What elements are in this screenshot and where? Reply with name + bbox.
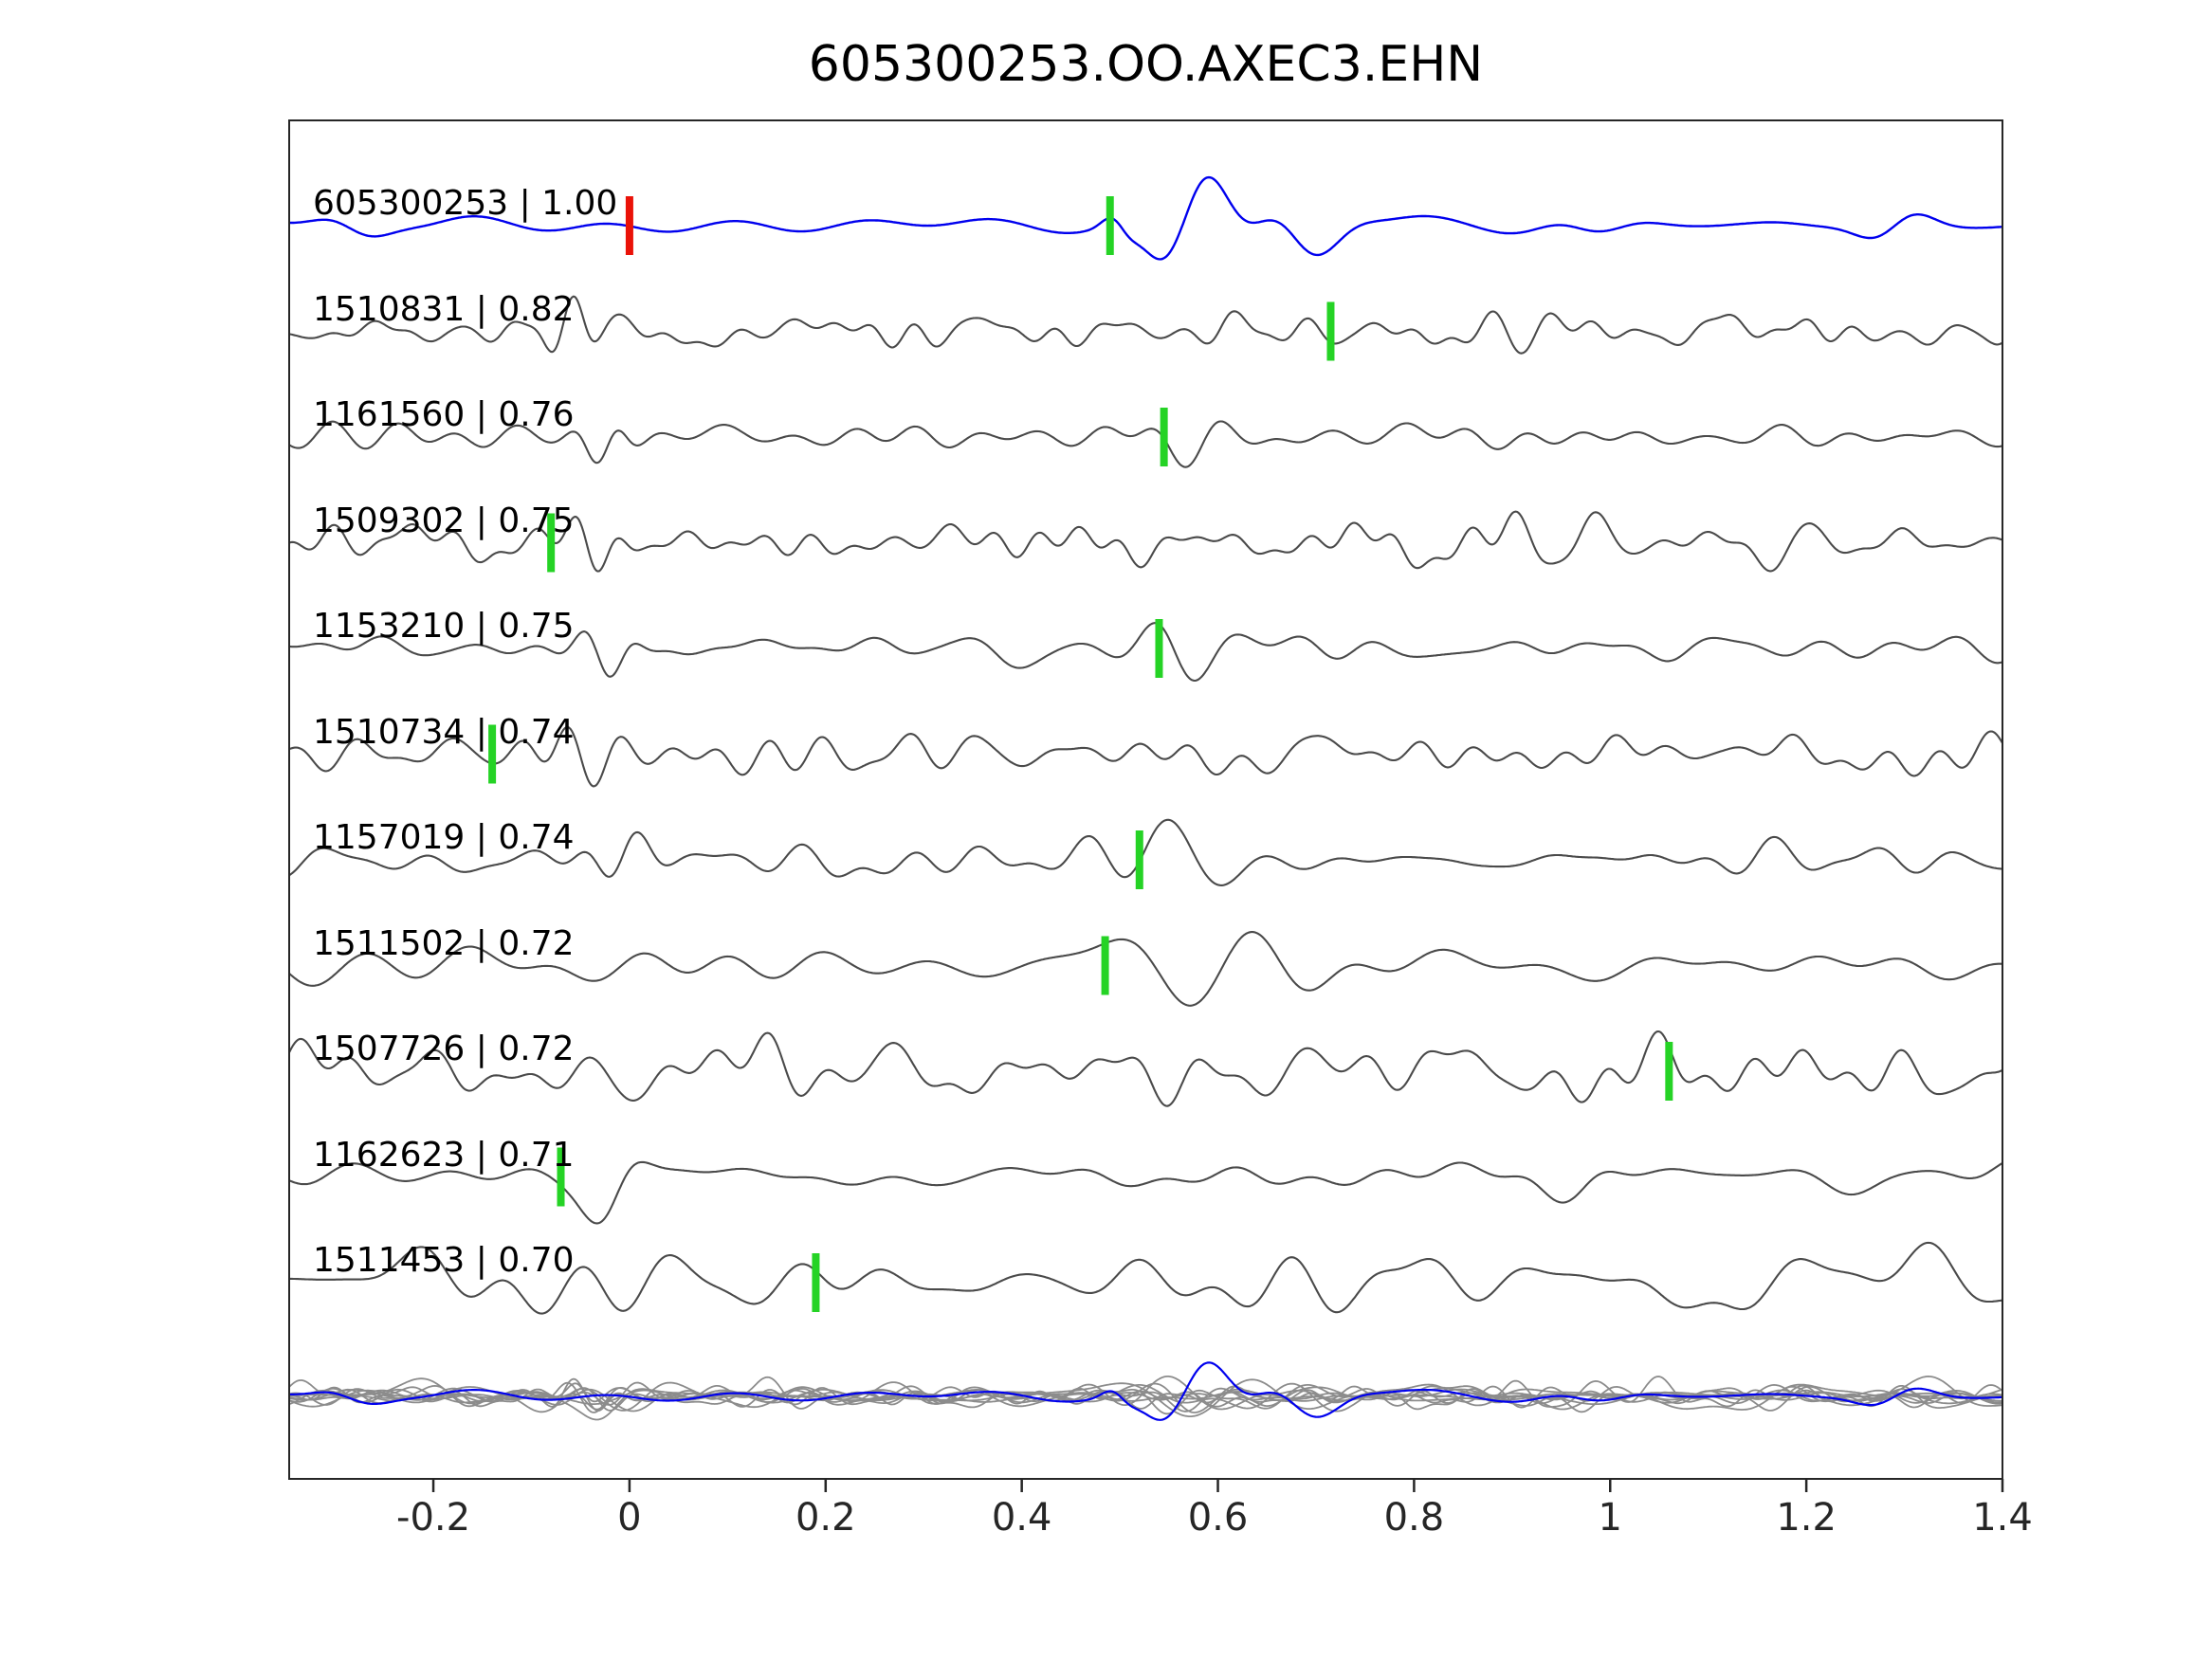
trace-label: 1161560 | 0.76 (313, 395, 575, 434)
x-tick-label: 0.8 (1383, 1496, 1445, 1540)
trace-label: 1162623 | 0.71 (313, 1135, 575, 1175)
x-tick-label: 0.6 (1187, 1496, 1249, 1540)
x-tick-label: 0 (617, 1496, 642, 1540)
trace-label: 1511502 | 0.72 (313, 923, 575, 963)
x-tick-label: 1 (1598, 1496, 1622, 1540)
trace-label: 1510734 | 0.74 (313, 712, 575, 752)
trace-label: 1509302 | 0.75 (313, 501, 575, 540)
x-tick-label: 1.2 (1776, 1496, 1837, 1540)
trace-label: 605300253 | 1.00 (313, 184, 618, 223)
chart-title: 605300253.OO.AXEC3.EHN (808, 36, 1484, 93)
x-tick-label: 0.2 (795, 1496, 856, 1540)
trace-label: 1153210 | 0.75 (313, 607, 575, 646)
x-tick-label: -0.2 (396, 1496, 471, 1540)
trace-label: 1510831 | 0.82 (313, 289, 575, 329)
trace-label: 1507726 | 0.72 (313, 1030, 575, 1068)
x-tick-label: 0.4 (991, 1496, 1052, 1540)
trace-label: 1511453 | 0.70 (313, 1241, 575, 1280)
x-tick-label: 1.4 (1972, 1496, 2033, 1540)
trace-label: 1157019 | 0.74 (313, 818, 575, 857)
